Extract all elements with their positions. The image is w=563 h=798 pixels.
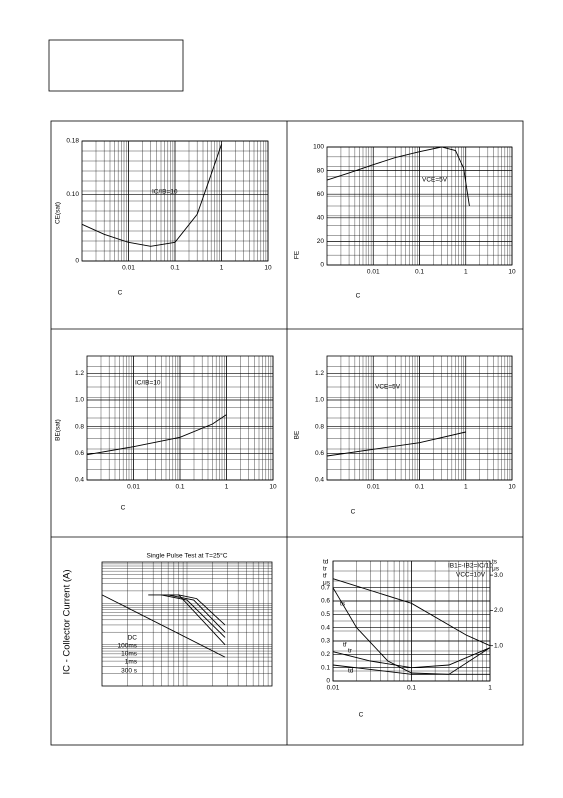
y2-tick-label: 3.0 — [494, 572, 503, 579]
x-tick-label: 0.01 — [127, 484, 140, 491]
y-tick-label: 0.6 — [315, 450, 324, 457]
curve — [326, 146, 470, 207]
y-tick-label: 0.8 — [315, 423, 324, 430]
x-tick-label: 1 — [464, 484, 468, 491]
y-tick-label: 0.1 — [321, 664, 330, 671]
y-tick-label: 1.0 — [315, 397, 324, 404]
y-tick-label: 20 — [317, 238, 325, 245]
x-tick-label: 0.01 — [327, 685, 340, 692]
curve — [178, 594, 226, 626]
y-axis-label: μs — [323, 580, 331, 587]
y-tick-label: 0.7 — [321, 584, 330, 591]
y-tick-label: 60 — [317, 191, 325, 198]
x-axis-label: C — [351, 509, 356, 516]
y-tick-label: 0.3 — [321, 638, 330, 645]
curve — [332, 587, 491, 675]
y-axis-label: FE — [294, 250, 301, 259]
y-tick-label: 40 — [317, 215, 325, 222]
x-tick-label: 0.1 — [415, 484, 424, 491]
y2-axis-label: μs — [492, 566, 500, 573]
annotation: VCE=5V — [422, 177, 448, 184]
series-label: 1ms — [125, 659, 138, 666]
y2-tick-label: 2.0 — [494, 607, 503, 614]
curve — [161, 594, 226, 638]
x-tick-label: 10 — [508, 269, 516, 276]
x-tick-label: 0.01 — [367, 484, 380, 491]
series-label: tf — [343, 642, 347, 649]
curve — [81, 144, 222, 247]
y-axis-label: tr — [323, 566, 328, 573]
series-label: 300 s — [121, 668, 138, 675]
x-tick-label: 10 — [264, 265, 272, 272]
x-tick-label: 10 — [269, 484, 277, 491]
annotation: IC/IB=10 — [152, 189, 178, 196]
y-tick-label: 0.8 — [75, 423, 84, 430]
y-tick-label: 0.18 — [66, 138, 79, 145]
y-axis-label: IC - Collector Current (A) — [62, 569, 73, 674]
y-tick-label: 0.10 — [66, 191, 79, 198]
series-label: tr — [348, 648, 353, 655]
y-tick-label: 0.4 — [315, 477, 324, 484]
x-tick-label: 1 — [225, 484, 229, 491]
y2-axis-label: ts — [492, 559, 498, 566]
curve — [326, 431, 466, 457]
x-tick-label: 0.1 — [407, 685, 416, 692]
chart-title: Single Pulse Test at T=25°C — [147, 552, 228, 560]
annotation: VCC=10V — [456, 572, 486, 579]
y-axis-label: tf — [323, 573, 327, 580]
y-axis-label: BE — [294, 430, 301, 439]
y-tick-label: 0 — [320, 262, 324, 269]
x-tick-label: 1 — [220, 265, 224, 272]
x-tick-label: 0.1 — [170, 265, 179, 272]
y-tick-label: 80 — [317, 167, 325, 174]
curve — [332, 578, 491, 647]
x-axis-label: C — [356, 293, 361, 300]
y-tick-label: 0.6 — [321, 598, 330, 605]
y-tick-label: 0 — [326, 678, 330, 685]
x-tick-label: 1 — [488, 685, 492, 692]
annotation: IC/IB=10 — [135, 380, 161, 387]
y-axis-label: td — [323, 559, 329, 566]
annotation: IB1=-IB2=IC/10 — [448, 563, 493, 570]
series-label: 10ms — [121, 651, 138, 658]
series-label: td — [348, 668, 354, 675]
y-tick-label: 0.2 — [321, 651, 330, 658]
y-tick-label: 1.0 — [75, 397, 84, 404]
y-tick-label: 0.5 — [321, 611, 330, 618]
plot-frame — [101, 561, 273, 687]
x-tick-label: 1 — [464, 269, 468, 276]
y2-tick-label: 1.0 — [494, 642, 503, 649]
x-axis-label: C — [118, 290, 123, 297]
annotation: VCE=5V — [375, 384, 401, 391]
curve — [101, 594, 226, 658]
y-tick-label: 0.4 — [75, 477, 84, 484]
x-tick-label: 0.1 — [415, 269, 424, 276]
y-tick-label: 100 — [313, 144, 324, 151]
x-tick-label: 0.01 — [367, 269, 380, 276]
curve — [332, 664, 490, 675]
y-tick-label: 1.2 — [75, 370, 84, 377]
y-tick-label: 0.4 — [321, 624, 330, 631]
series-label: 100ms — [117, 643, 137, 650]
header-box — [48, 39, 184, 92]
x-tick-label: 0.1 — [175, 484, 184, 491]
curve — [168, 594, 226, 633]
y-axis-label: CE(sat) — [55, 202, 62, 224]
series-label: DC — [128, 635, 138, 642]
x-axis-label: C — [359, 712, 364, 719]
y-tick-label: 0 — [75, 258, 79, 265]
x-axis-label: C — [121, 505, 126, 512]
curve — [332, 647, 491, 669]
curve — [86, 414, 227, 456]
y-axis-label: BE(sat) — [55, 419, 62, 441]
y-tick-label: 0.6 — [75, 450, 84, 457]
x-tick-label: 0.01 — [122, 265, 135, 272]
y-tick-label: 1.2 — [315, 370, 324, 377]
x-tick-label: 10 — [508, 484, 516, 491]
